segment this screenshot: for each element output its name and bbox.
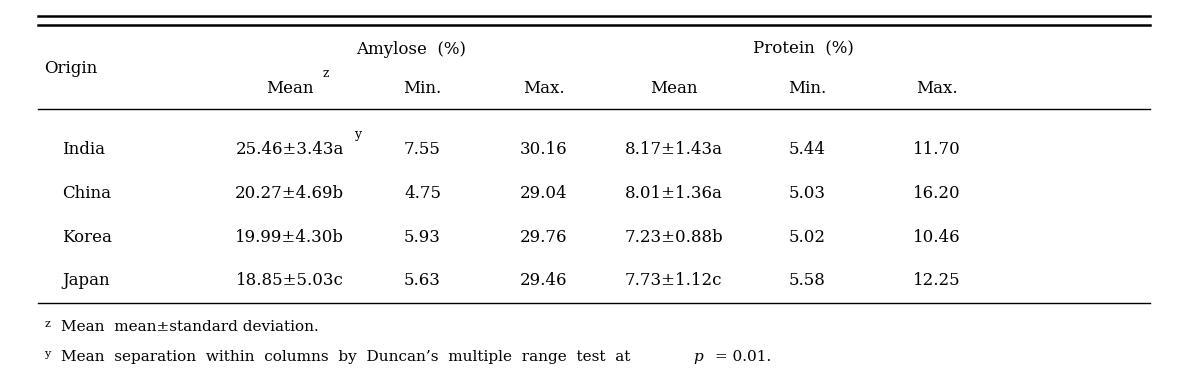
Text: z: z bbox=[323, 67, 329, 80]
Text: Min.: Min. bbox=[404, 80, 442, 97]
Text: 25.46±3.43a: 25.46±3.43a bbox=[235, 141, 343, 158]
Text: Japan: Japan bbox=[62, 272, 109, 289]
Text: China: China bbox=[62, 185, 110, 202]
Text: Max.: Max. bbox=[916, 80, 958, 97]
Text: 7.55: 7.55 bbox=[404, 141, 441, 158]
Text: Min.: Min. bbox=[788, 80, 826, 97]
Text: Protein  (%): Protein (%) bbox=[753, 41, 854, 58]
Text: 12.25: 12.25 bbox=[914, 272, 961, 289]
Text: y: y bbox=[354, 129, 361, 141]
Text: India: India bbox=[62, 141, 105, 158]
Text: Max.: Max. bbox=[523, 80, 564, 97]
Text: Mean: Mean bbox=[650, 80, 697, 97]
Text: 8.01±1.36a: 8.01±1.36a bbox=[625, 185, 722, 202]
Text: 5.44: 5.44 bbox=[789, 141, 826, 158]
Text: = 0.01.: = 0.01. bbox=[710, 350, 771, 364]
Text: Mean: Mean bbox=[266, 80, 314, 97]
Text: Mean  separation  within  columns  by  Duncan’s  multiple  range  test  at: Mean separation within columns by Duncan… bbox=[61, 350, 634, 364]
Text: 5.63: 5.63 bbox=[404, 272, 441, 289]
Text: 5.58: 5.58 bbox=[789, 272, 826, 289]
Text: Korea: Korea bbox=[62, 229, 112, 246]
Text: 16.20: 16.20 bbox=[914, 185, 961, 202]
Text: p: p bbox=[694, 350, 703, 364]
Text: 7.73±1.12c: 7.73±1.12c bbox=[625, 272, 722, 289]
Text: Origin: Origin bbox=[44, 60, 97, 77]
Text: 19.99±4.30b: 19.99±4.30b bbox=[235, 229, 345, 246]
Text: 5.93: 5.93 bbox=[404, 229, 441, 246]
Text: 29.04: 29.04 bbox=[520, 185, 568, 202]
Text: 29.46: 29.46 bbox=[520, 272, 568, 289]
Text: 29.76: 29.76 bbox=[520, 229, 568, 246]
Text: 18.85±5.03c: 18.85±5.03c bbox=[235, 272, 343, 289]
Text: 4.75: 4.75 bbox=[404, 185, 441, 202]
Text: 20.27±4.69b: 20.27±4.69b bbox=[235, 185, 345, 202]
Text: Mean  mean±standard deviation.: Mean mean±standard deviation. bbox=[61, 320, 318, 334]
Text: 30.16: 30.16 bbox=[520, 141, 568, 158]
Text: 7.23±0.88b: 7.23±0.88b bbox=[625, 229, 723, 246]
Text: 8.17±1.43a: 8.17±1.43a bbox=[625, 141, 722, 158]
Text: 5.02: 5.02 bbox=[789, 229, 826, 246]
Text: z: z bbox=[44, 319, 50, 329]
Text: Amylose  (%): Amylose (%) bbox=[355, 41, 466, 58]
Text: 5.03: 5.03 bbox=[789, 185, 826, 202]
Text: 10.46: 10.46 bbox=[914, 229, 961, 246]
Text: y: y bbox=[44, 349, 50, 359]
Text: 11.70: 11.70 bbox=[914, 141, 961, 158]
